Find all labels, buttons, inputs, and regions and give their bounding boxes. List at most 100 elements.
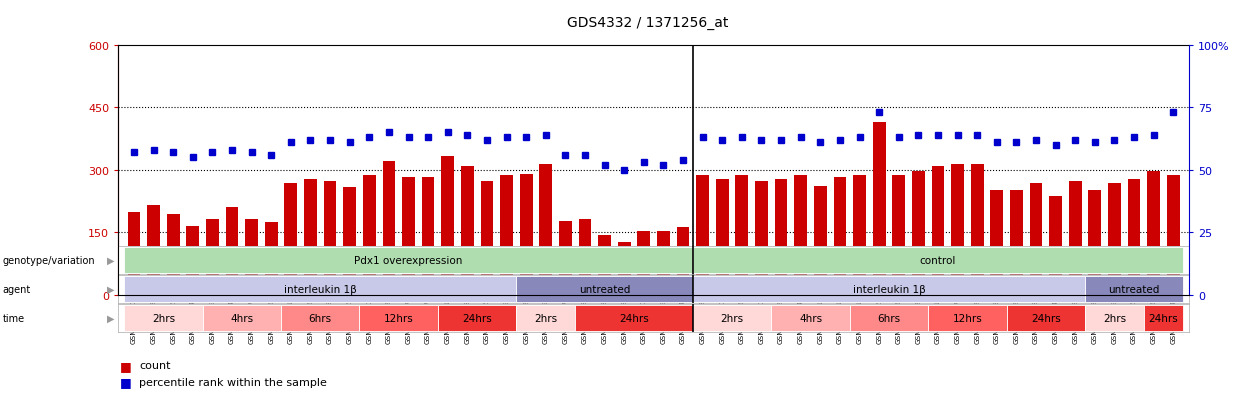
Text: 2hrs: 2hrs — [534, 313, 558, 323]
Bar — [124, 248, 693, 273]
Bar — [677, 228, 690, 295]
Bar — [1108, 184, 1120, 295]
Bar — [422, 178, 435, 295]
Text: 2hrs: 2hrs — [152, 313, 176, 323]
Bar — [284, 184, 298, 295]
Bar — [1086, 306, 1144, 331]
Text: 6hrs: 6hrs — [309, 313, 332, 323]
Bar — [265, 223, 278, 295]
Bar — [124, 306, 203, 331]
Bar — [500, 176, 513, 295]
Bar — [991, 190, 1003, 295]
Bar — [147, 206, 159, 295]
Bar — [203, 306, 281, 331]
Bar — [1088, 190, 1102, 295]
Bar — [517, 277, 693, 302]
Bar — [772, 306, 850, 331]
Bar — [1086, 277, 1183, 302]
Text: interleukin 1β: interleukin 1β — [853, 285, 925, 294]
Text: untreated: untreated — [579, 285, 630, 294]
Text: genotype/variation: genotype/variation — [2, 256, 95, 266]
Bar — [559, 221, 571, 295]
Bar — [696, 176, 708, 295]
Text: ▶: ▶ — [107, 313, 115, 323]
Bar — [245, 219, 258, 295]
Bar — [693, 248, 1183, 273]
Text: ▶: ▶ — [107, 285, 115, 294]
Text: 2hrs: 2hrs — [721, 313, 743, 323]
Bar — [1144, 306, 1183, 331]
Bar — [1167, 176, 1180, 295]
Bar — [971, 164, 984, 295]
Bar — [951, 164, 964, 295]
Bar — [362, 176, 376, 295]
Bar — [637, 232, 650, 295]
Text: agent: agent — [2, 285, 31, 294]
Bar — [657, 232, 670, 295]
Text: 24hrs: 24hrs — [1031, 313, 1061, 323]
Bar — [814, 186, 827, 295]
Bar — [281, 306, 360, 331]
Bar — [931, 167, 945, 295]
Bar — [461, 167, 473, 295]
Bar — [360, 306, 438, 331]
Bar — [1128, 180, 1140, 295]
Bar — [834, 178, 847, 295]
Bar — [929, 306, 1007, 331]
Bar — [127, 212, 141, 295]
Bar — [913, 171, 925, 295]
Bar — [225, 208, 238, 295]
Bar — [794, 176, 807, 295]
Bar — [517, 306, 575, 331]
Bar — [382, 161, 395, 295]
Text: Pdx1 overexpression: Pdx1 overexpression — [355, 256, 463, 266]
Text: 6hrs: 6hrs — [878, 313, 900, 323]
Bar — [1007, 306, 1086, 331]
Bar — [1050, 196, 1062, 295]
Text: percentile rank within the sample: percentile rank within the sample — [139, 377, 327, 387]
Text: 24hrs: 24hrs — [619, 313, 649, 323]
Text: 24hrs: 24hrs — [1149, 313, 1178, 323]
Bar — [693, 306, 772, 331]
Bar — [575, 306, 693, 331]
Bar — [736, 176, 748, 295]
Bar — [519, 175, 533, 295]
Bar — [853, 176, 867, 295]
Text: GDS4332 / 1371256_at: GDS4332 / 1371256_at — [566, 16, 728, 30]
Text: control: control — [920, 256, 956, 266]
Bar — [716, 180, 728, 295]
Text: 4hrs: 4hrs — [230, 313, 254, 323]
Bar — [618, 242, 630, 295]
Text: 24hrs: 24hrs — [462, 313, 492, 323]
Text: count: count — [139, 361, 171, 370]
Bar — [1010, 190, 1023, 295]
Bar — [1030, 184, 1042, 295]
Bar — [344, 188, 356, 295]
Bar — [774, 180, 787, 295]
Bar — [304, 180, 316, 295]
Bar — [1148, 171, 1160, 295]
Text: 2hrs: 2hrs — [1103, 313, 1125, 323]
Text: interleukin 1β: interleukin 1β — [284, 285, 356, 294]
Bar — [756, 182, 768, 295]
Bar — [579, 219, 591, 295]
Bar — [124, 277, 517, 302]
Bar — [167, 214, 179, 295]
Bar — [402, 178, 415, 295]
Text: ■: ■ — [120, 359, 131, 372]
Text: untreated: untreated — [1108, 285, 1160, 294]
Bar — [441, 157, 454, 295]
Bar — [599, 236, 611, 295]
Text: ▶: ▶ — [107, 256, 115, 266]
Text: 12hrs: 12hrs — [952, 313, 982, 323]
Text: 12hrs: 12hrs — [383, 313, 413, 323]
Bar — [324, 182, 336, 295]
Bar — [438, 306, 517, 331]
Text: 4hrs: 4hrs — [799, 313, 822, 323]
Bar — [893, 176, 905, 295]
Bar — [850, 306, 929, 331]
Bar — [873, 123, 885, 295]
Bar — [481, 182, 493, 295]
Bar — [205, 219, 219, 295]
Text: ■: ■ — [120, 375, 131, 389]
